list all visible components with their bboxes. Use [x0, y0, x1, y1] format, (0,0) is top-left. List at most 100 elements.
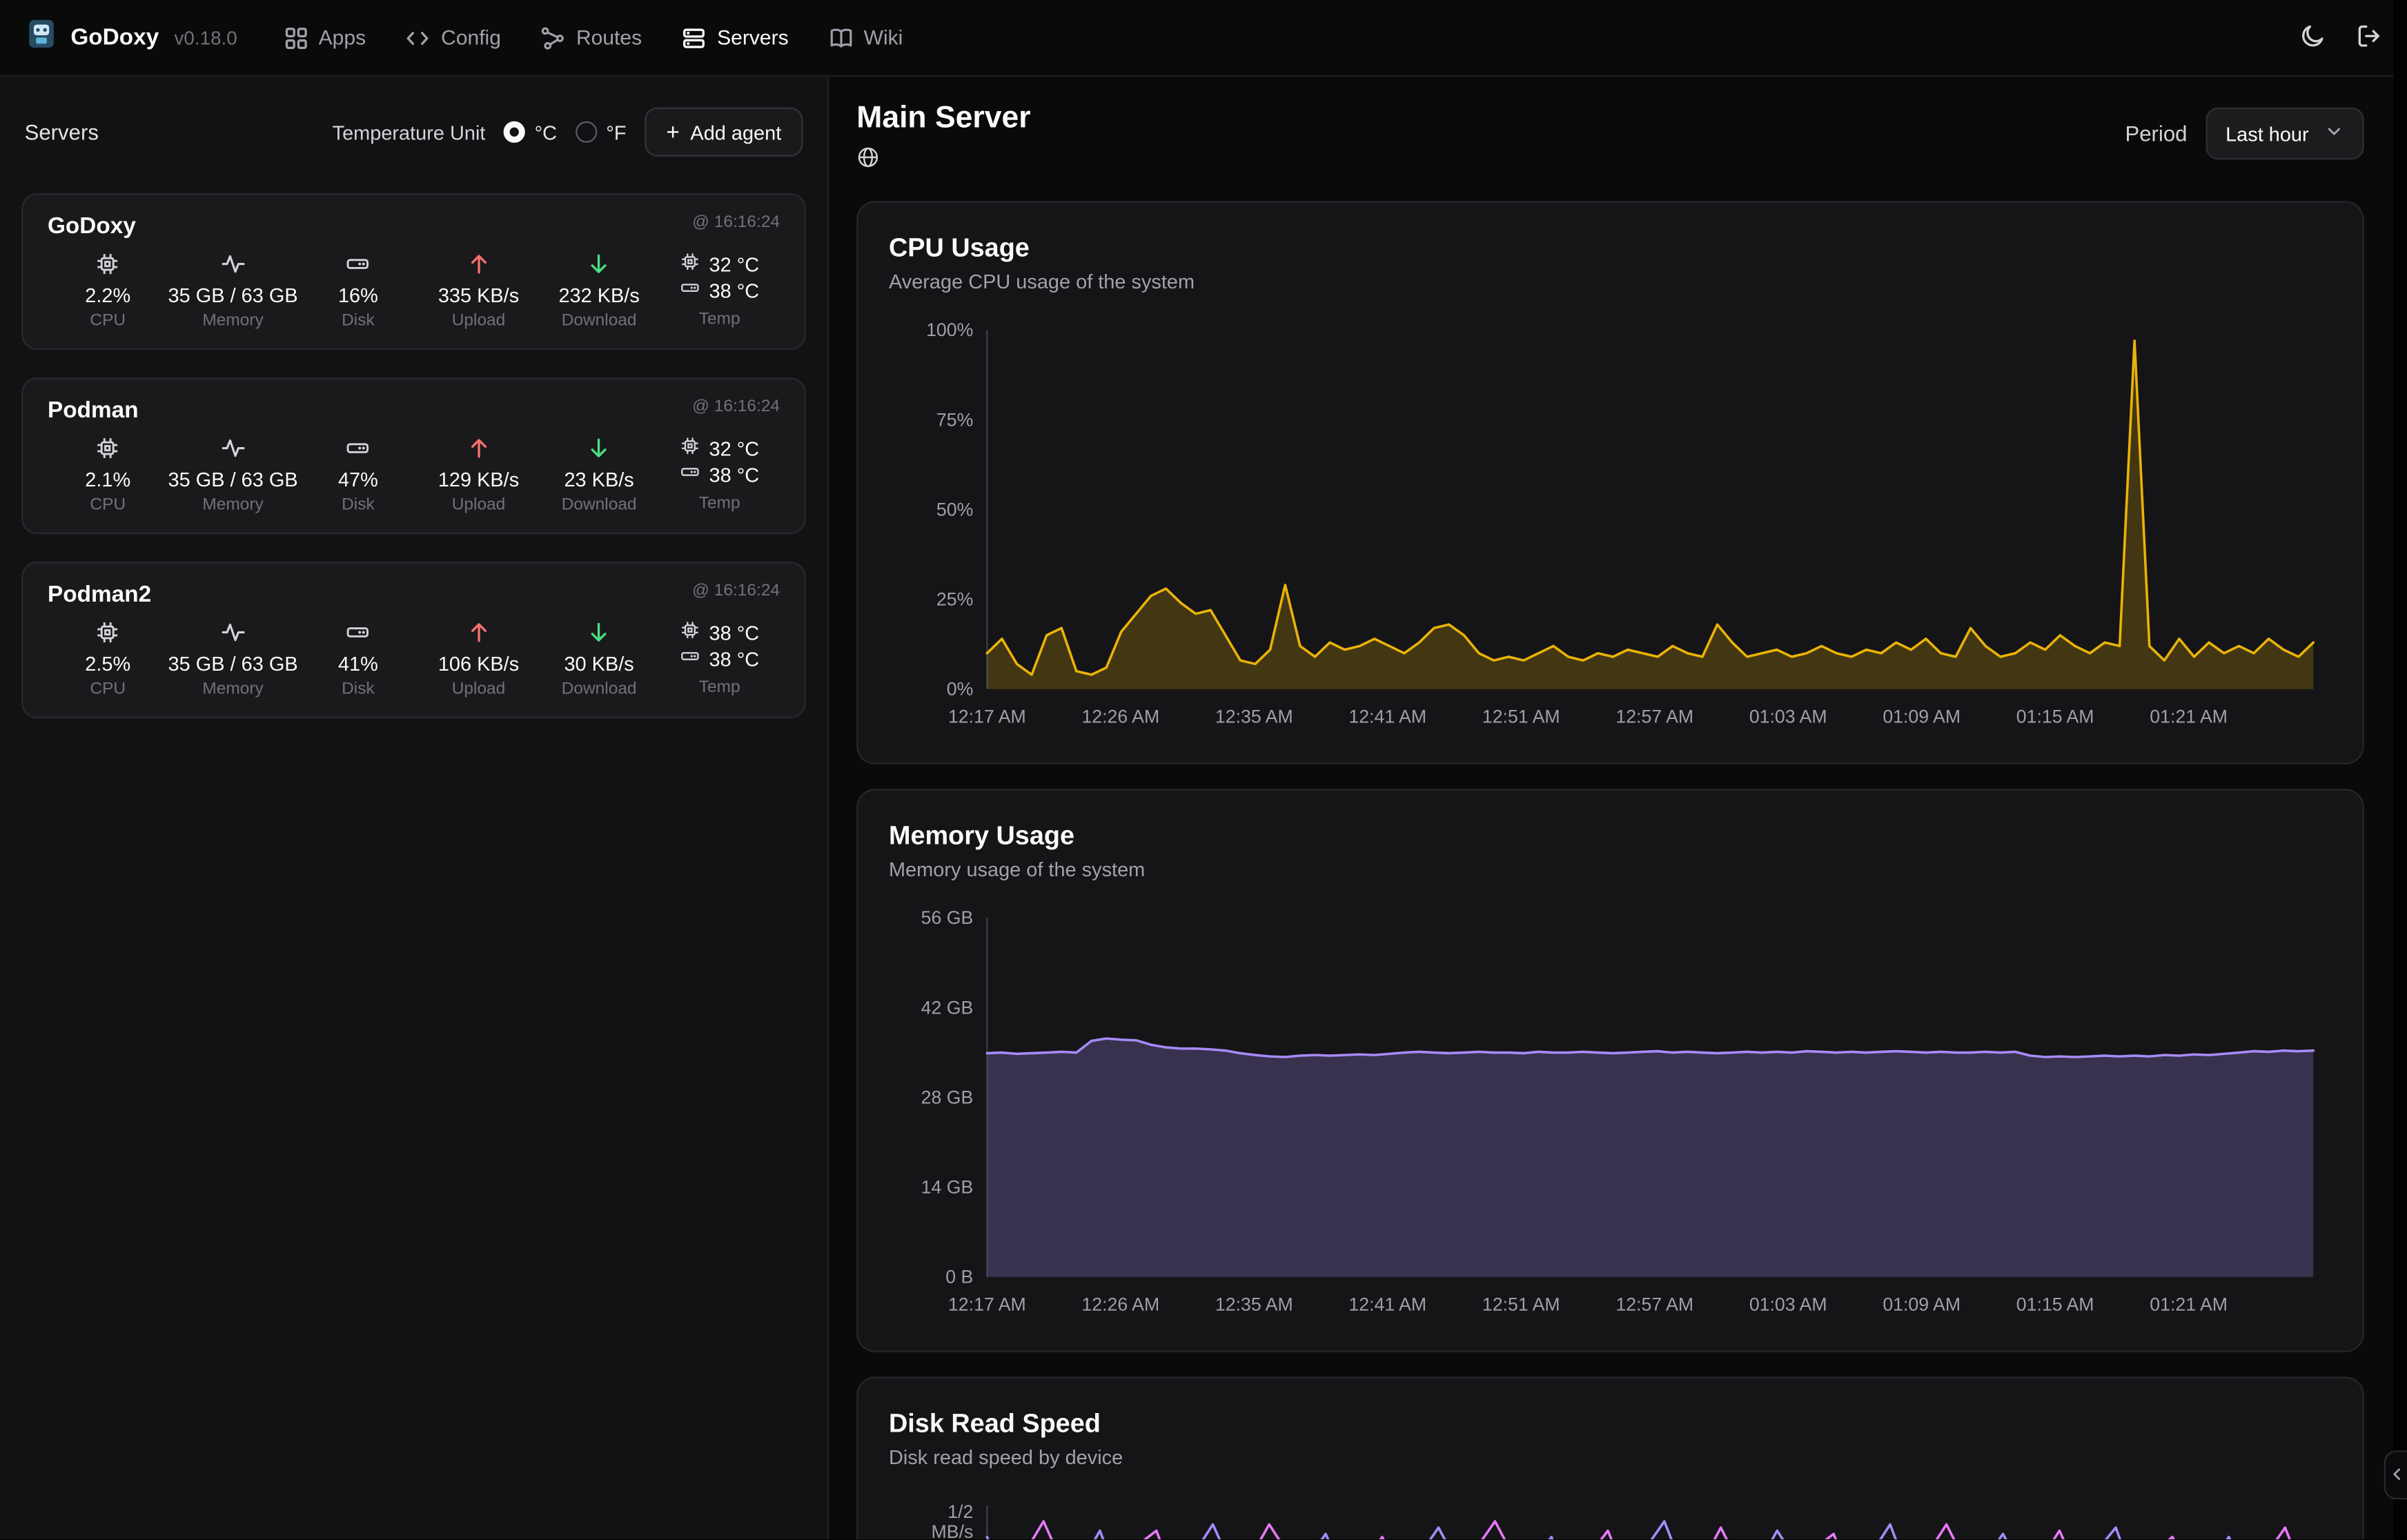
activity-icon [221, 252, 246, 277]
disk-label: Disk [342, 311, 375, 330]
disk-label: Disk [342, 495, 375, 515]
svg-text:12:35 AM: 12:35 AM [1215, 1294, 1293, 1315]
cpu-value: 2.1% [85, 468, 131, 491]
download-value: 232 KB/s [558, 284, 640, 307]
fahrenheit-label: °F [606, 120, 627, 144]
add-agent-button[interactable]: + Add agent [645, 107, 803, 157]
memory-usage-card: Memory Usage Memory usage of the system … [856, 789, 2364, 1352]
server-stats: 2.1% CPU 35 GB / 63 GB Memory 47% Disk 1… [48, 436, 780, 514]
theme-toggle-button[interactable] [2299, 22, 2326, 52]
routes-icon [541, 26, 566, 50]
temp-unit-celsius-option[interactable]: °C [504, 121, 557, 144]
svg-text:01:21 AM: 01:21 AM [2150, 707, 2228, 727]
svg-text:12:17 AM: 12:17 AM [948, 1294, 1026, 1315]
svg-text:100%: 100% [926, 319, 973, 340]
cpu-usage-chart: 0% 25% 50% 75% 100% 12:17 AM 12:26 AM 12:35 AM 1… [926, 319, 2315, 727]
server-card[interactable]: Podman @ 16:16:24 2.1% CPU 35 GB / 63 GB… [21, 377, 806, 535]
download-label: Download [561, 495, 637, 515]
hard-drive-icon [680, 645, 700, 673]
download-arrow-icon [587, 620, 611, 645]
svg-text:01:03 AM: 01:03 AM [1749, 1294, 1827, 1315]
svg-text:12:57 AM: 12:57 AM [1615, 1294, 1693, 1315]
nav-servers[interactable]: Servers [682, 26, 789, 50]
chevron-down-icon [2324, 121, 2344, 146]
disk-temp-row: 38 °C [680, 462, 759, 488]
server-name: GoDoxy [47, 213, 136, 240]
svg-text:28 GB: 28 GB [921, 1087, 974, 1107]
upload-value: 129 KB/s [438, 468, 520, 491]
nav-routes-label: Routes [576, 26, 642, 50]
server-stats: 2.2% CPU 35 GB / 63 GB Memory 16% Disk 3… [48, 252, 780, 330]
download-value: 23 KB/s [564, 468, 634, 491]
cpu-temp-value: 32 °C [709, 437, 760, 461]
main-nav: Apps Config Routes Servers Wiki [283, 26, 903, 50]
cpu-temp-row: 38 °C [680, 620, 759, 646]
cpu-chip-icon [95, 436, 120, 461]
period-select[interactable]: Last hour [2205, 107, 2364, 160]
hard-drive-icon [680, 277, 700, 305]
nav-config[interactable]: Config [406, 26, 501, 50]
period-value: Last hour [2226, 121, 2309, 146]
cpu-chip-icon [95, 252, 120, 277]
memory-stat: 35 GB / 63 GB Memory [168, 436, 298, 514]
servers-panel-header: Servers Temperature Unit °C °F + Add age… [25, 107, 803, 157]
upload-value: 106 KB/s [438, 652, 520, 675]
server-list: GoDoxy @ 16:16:24 2.2% CPU 35 GB / 63 GB… [21, 193, 806, 719]
svg-text:0%: 0% [947, 679, 974, 700]
cpu-chip-icon [680, 251, 700, 279]
server-card[interactable]: GoDoxy @ 16:16:24 2.2% CPU 35 GB / 63 GB… [21, 193, 806, 351]
disk-read-speed-card: Disk Read Speed Disk read speed by devic… [856, 1376, 2364, 1540]
hard-drive-icon [346, 252, 371, 277]
activity-icon [221, 436, 246, 461]
book-icon [828, 26, 853, 50]
temp-label: Temp [698, 678, 740, 697]
svg-text:1/2MB/s: 1/2 MB/s [932, 1501, 974, 1539]
cpu-chip-icon [95, 620, 120, 645]
server-updated-time: @ 16:16:24 [692, 397, 780, 416]
globe-icon [856, 146, 1030, 176]
cpu-temp-value: 32 °C [709, 253, 760, 277]
moon-icon [2299, 22, 2326, 52]
svg-text:01:03 AM: 01:03 AM [1749, 707, 1827, 727]
servers-panel-controls: Temperature Unit °C °F + Add agent [333, 107, 803, 157]
svg-text:56 GB: 56 GB [921, 907, 974, 928]
svg-text:0 B: 0 B [945, 1267, 973, 1287]
server-card-header: Podman2 @ 16:16:24 [48, 582, 780, 608]
svg-text:01:09 AM: 01:09 AM [1883, 1294, 1961, 1315]
upload-arrow-icon [466, 436, 491, 461]
server-card[interactable]: Podman2 @ 16:16:24 2.5% CPU 35 GB / 63 G… [21, 562, 806, 719]
cpu-label: CPU [90, 311, 126, 330]
nav-apps[interactable]: Apps [283, 26, 366, 50]
server-name: Podman [47, 397, 139, 424]
cpu-usage-card: CPU Usage Average CPU usage of the syste… [856, 201, 2364, 764]
temp-stat: 32 °C 38 °C Temp [659, 252, 780, 330]
download-arrow-icon [587, 252, 611, 277]
upload-stat: 129 KB/s Upload [418, 436, 539, 514]
server-card-header: Podman @ 16:16:24 [48, 397, 780, 424]
svg-text:01:15 AM: 01:15 AM [2016, 1294, 2094, 1315]
chevron-left-icon [2388, 1463, 2404, 1486]
svg-text:75%: 75% [936, 409, 973, 430]
svg-text:12:35 AM: 12:35 AM [1215, 707, 1293, 727]
disk-stat: 47% Disk [298, 436, 419, 514]
disk-stat: 41% Disk [298, 620, 419, 698]
nav-routes[interactable]: Routes [541, 26, 642, 50]
cpu-usage-subtitle: Average CPU usage of the system [888, 270, 1195, 293]
page-title: Main Server [856, 101, 1031, 135]
temp-unit-fahrenheit-option[interactable]: °F [575, 120, 627, 144]
nav-config-label: Config [441, 26, 501, 50]
nav-wiki[interactable]: Wiki [828, 26, 903, 50]
logout-icon [2357, 22, 2383, 52]
disk-stat: 16% Disk [298, 252, 419, 330]
cpu-temp-value: 38 °C [709, 621, 760, 645]
logout-button[interactable] [2357, 22, 2383, 52]
server-updated-time: @ 16:16:24 [692, 213, 780, 232]
godoxy-logo-icon [25, 17, 59, 58]
svg-text:12:41 AM: 12:41 AM [1348, 707, 1426, 727]
hard-drive-icon [346, 436, 371, 461]
svg-text:01:21 AM: 01:21 AM [2150, 1294, 2228, 1315]
cpu-temp-row: 32 °C [680, 436, 759, 462]
nav-servers-label: Servers [717, 26, 789, 50]
collapse-panel-handle[interactable] [2384, 1450, 2407, 1500]
